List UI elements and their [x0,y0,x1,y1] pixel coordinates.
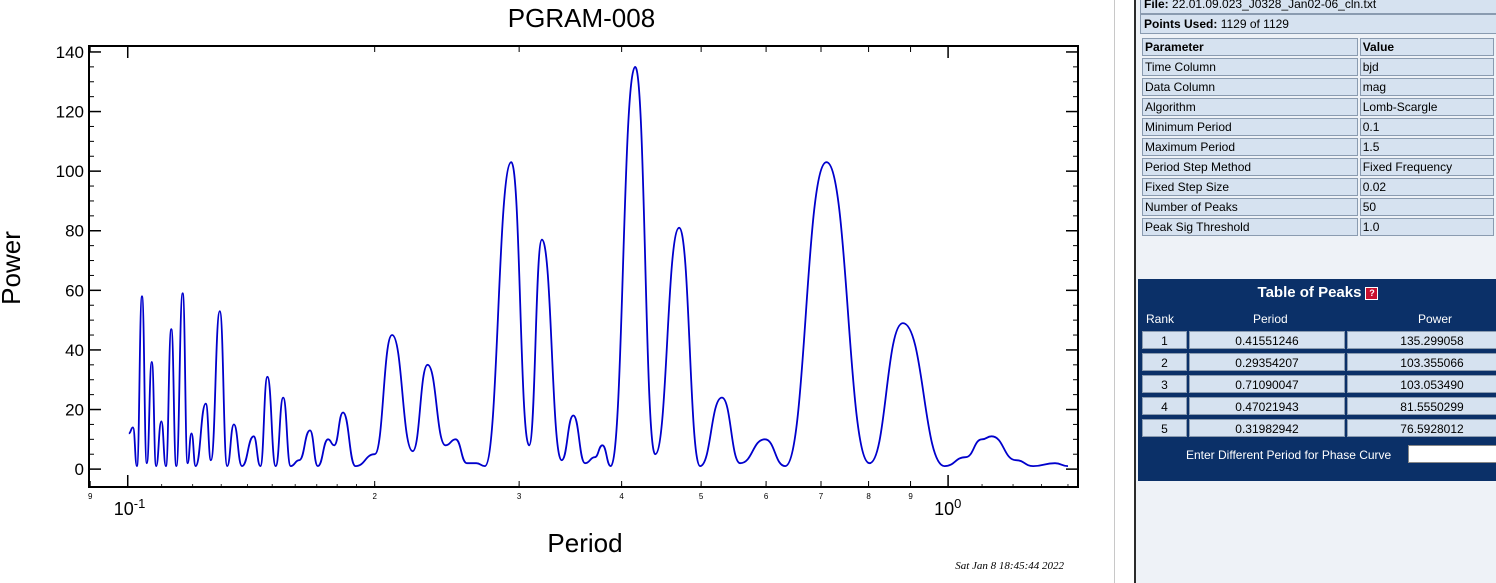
parameter-row: Number of Peaks 50 [1142,198,1494,216]
y-tick-label: 140 [56,43,84,62]
period-column-header: Period [1253,312,1288,326]
x-major-tick-label: 10-1 [114,496,146,519]
x-minor-tick-label: 3 [517,492,522,501]
phase-period-input[interactable] [1408,445,1496,463]
parameter-name: Data Column [1142,78,1358,96]
timestamp: Sat Jan 8 18:45:44 2022 [955,560,1064,572]
x-minor-tick-label: 2 [372,492,377,501]
parameter-row: Data Column mag [1142,78,1494,96]
parameter-header: Parameter [1142,38,1358,56]
peak-period: 0.29354207 [1189,353,1345,371]
x-minor-tick-label: 9 [88,492,93,501]
peak-power: 135.299058 [1347,331,1496,349]
parameter-name: Maximum Period [1142,138,1358,156]
peak-period: 0.31982942 [1189,419,1345,437]
peak-period: 0.71090047 [1189,375,1345,393]
parameter-value: 0.02 [1359,178,1494,196]
peak-power: 81.5550299 [1347,397,1496,415]
parameter-name: Time Column [1142,58,1358,76]
peaks-title: Table of Peaks [1257,284,1362,301]
table-of-peaks: Table of Peaks? Rank Period Power 1 0.415… [1138,279,1496,481]
x-minor-tick-label: 4 [619,492,624,501]
parameter-value: mag [1359,78,1494,96]
x-axis-label: Period [547,528,622,558]
parameter-table-header: Parameter Value [1142,38,1494,56]
periodogram-chart: PGRAM-008 0 20 40 60 80 100 120 140 9 2 3 4 5 6 7 8 9 10-1… [0,3,1079,572]
results-panel: File: 22.01.09.023_J0328_Jan02-06_cln.tx… [1134,0,1496,583]
file-label: File: [1144,0,1169,11]
power-column-header: Power [1418,312,1453,326]
panel-divider [1114,0,1115,583]
periodogram-plot: PGRAM-008 0 20 40 60 80 100 120 140 9 2 3 4 5 6 7 8 9 10-1… [0,3,1079,572]
points-used-row: Points Used: 1129 of 1129 [1140,14,1496,34]
points-used-label: Points Used: [1144,17,1218,31]
x-minor-tick-label: 8 [866,492,871,501]
y-tick-label: 20 [65,401,84,420]
peak-rank: 2 [1142,353,1187,371]
value-header: Value [1359,38,1494,56]
plot-frame [88,45,1079,488]
peak-rank: 3 [1142,375,1187,393]
parameter-value: Fixed Frequency [1359,158,1494,176]
parameter-value: 50 [1359,198,1494,216]
peak-rank: 5 [1142,419,1187,437]
y-tick-label: 80 [65,222,84,241]
parameter-row: Minimum Period 0.1 [1142,118,1494,136]
peak-rank: 1 [1142,331,1187,349]
parameter-row: Fixed Step Size 0.02 [1142,178,1494,196]
parameter-name: Peak Sig Threshold [1142,218,1358,236]
peak-period: 0.41551246 [1189,331,1345,349]
x-minor-tick-label: 7 [819,492,824,501]
help-icon[interactable]: ? [1365,286,1379,300]
periodogram-line [128,65,1069,468]
parameter-row: Period Step Method Fixed Frequency [1142,158,1494,176]
parameter-value: bjd [1359,58,1494,76]
parameter-name: Algorithm [1142,98,1358,116]
peaks-title-row: Table of Peaks? [1138,284,1496,301]
file-value: 22.01.09.023_J0328_Jan02-06_cln.txt [1172,0,1377,11]
chart-title: PGRAM-008 [508,3,655,33]
parameter-name: Period Step Method [1142,158,1358,176]
peak-rank: 4 [1142,397,1187,415]
parameter-row: Algorithm Lomb-Scargle [1142,98,1494,116]
points-used-value: 1129 of 1129 [1220,17,1289,31]
x-major-tick-label: 100 [934,496,961,519]
x-minor-tick-label: 9 [908,492,913,501]
y-tick-label: 120 [56,103,84,122]
peak-power: 103.355066 [1347,353,1496,371]
peak-power: 76.5928012 [1347,419,1496,437]
parameter-row: Time Column bjd [1142,58,1494,76]
parameter-name: Minimum Period [1142,118,1358,136]
y-tick-label: 40 [65,341,84,360]
parameter-value: Lomb-Scargle [1359,98,1494,116]
parameter-table: Parameter Value Time Column bjd Data Colum… [1140,36,1496,238]
parameter-row: Peak Sig Threshold 1.0 [1142,218,1494,236]
parameter-value: 0.1 [1359,118,1494,136]
parameter-row: Maximum Period 1.5 [1142,138,1494,156]
parameter-value: 1.5 [1359,138,1494,156]
parameter-name: Number of Peaks [1142,198,1358,216]
y-tick-label: 0 [75,460,84,479]
x-minor-tick-label: 5 [699,492,704,501]
file-info-row: File: 22.01.09.023_J0328_Jan02-06_cln.tx… [1140,0,1496,14]
y-tick-label: 100 [56,162,84,181]
x-minor-tick-label: 6 [764,492,769,501]
y-tick-label: 60 [65,281,84,300]
y-axis-label: Power [0,231,26,305]
parameter-value: 1.0 [1359,218,1494,236]
rank-column-header: Rank [1146,312,1175,326]
peak-power: 103.053490 [1347,375,1496,393]
parameter-name: Fixed Step Size [1142,178,1358,196]
phase-curve-label: Enter Different Period for Phase Curve [1186,448,1392,462]
peak-period: 0.47021943 [1189,397,1345,415]
